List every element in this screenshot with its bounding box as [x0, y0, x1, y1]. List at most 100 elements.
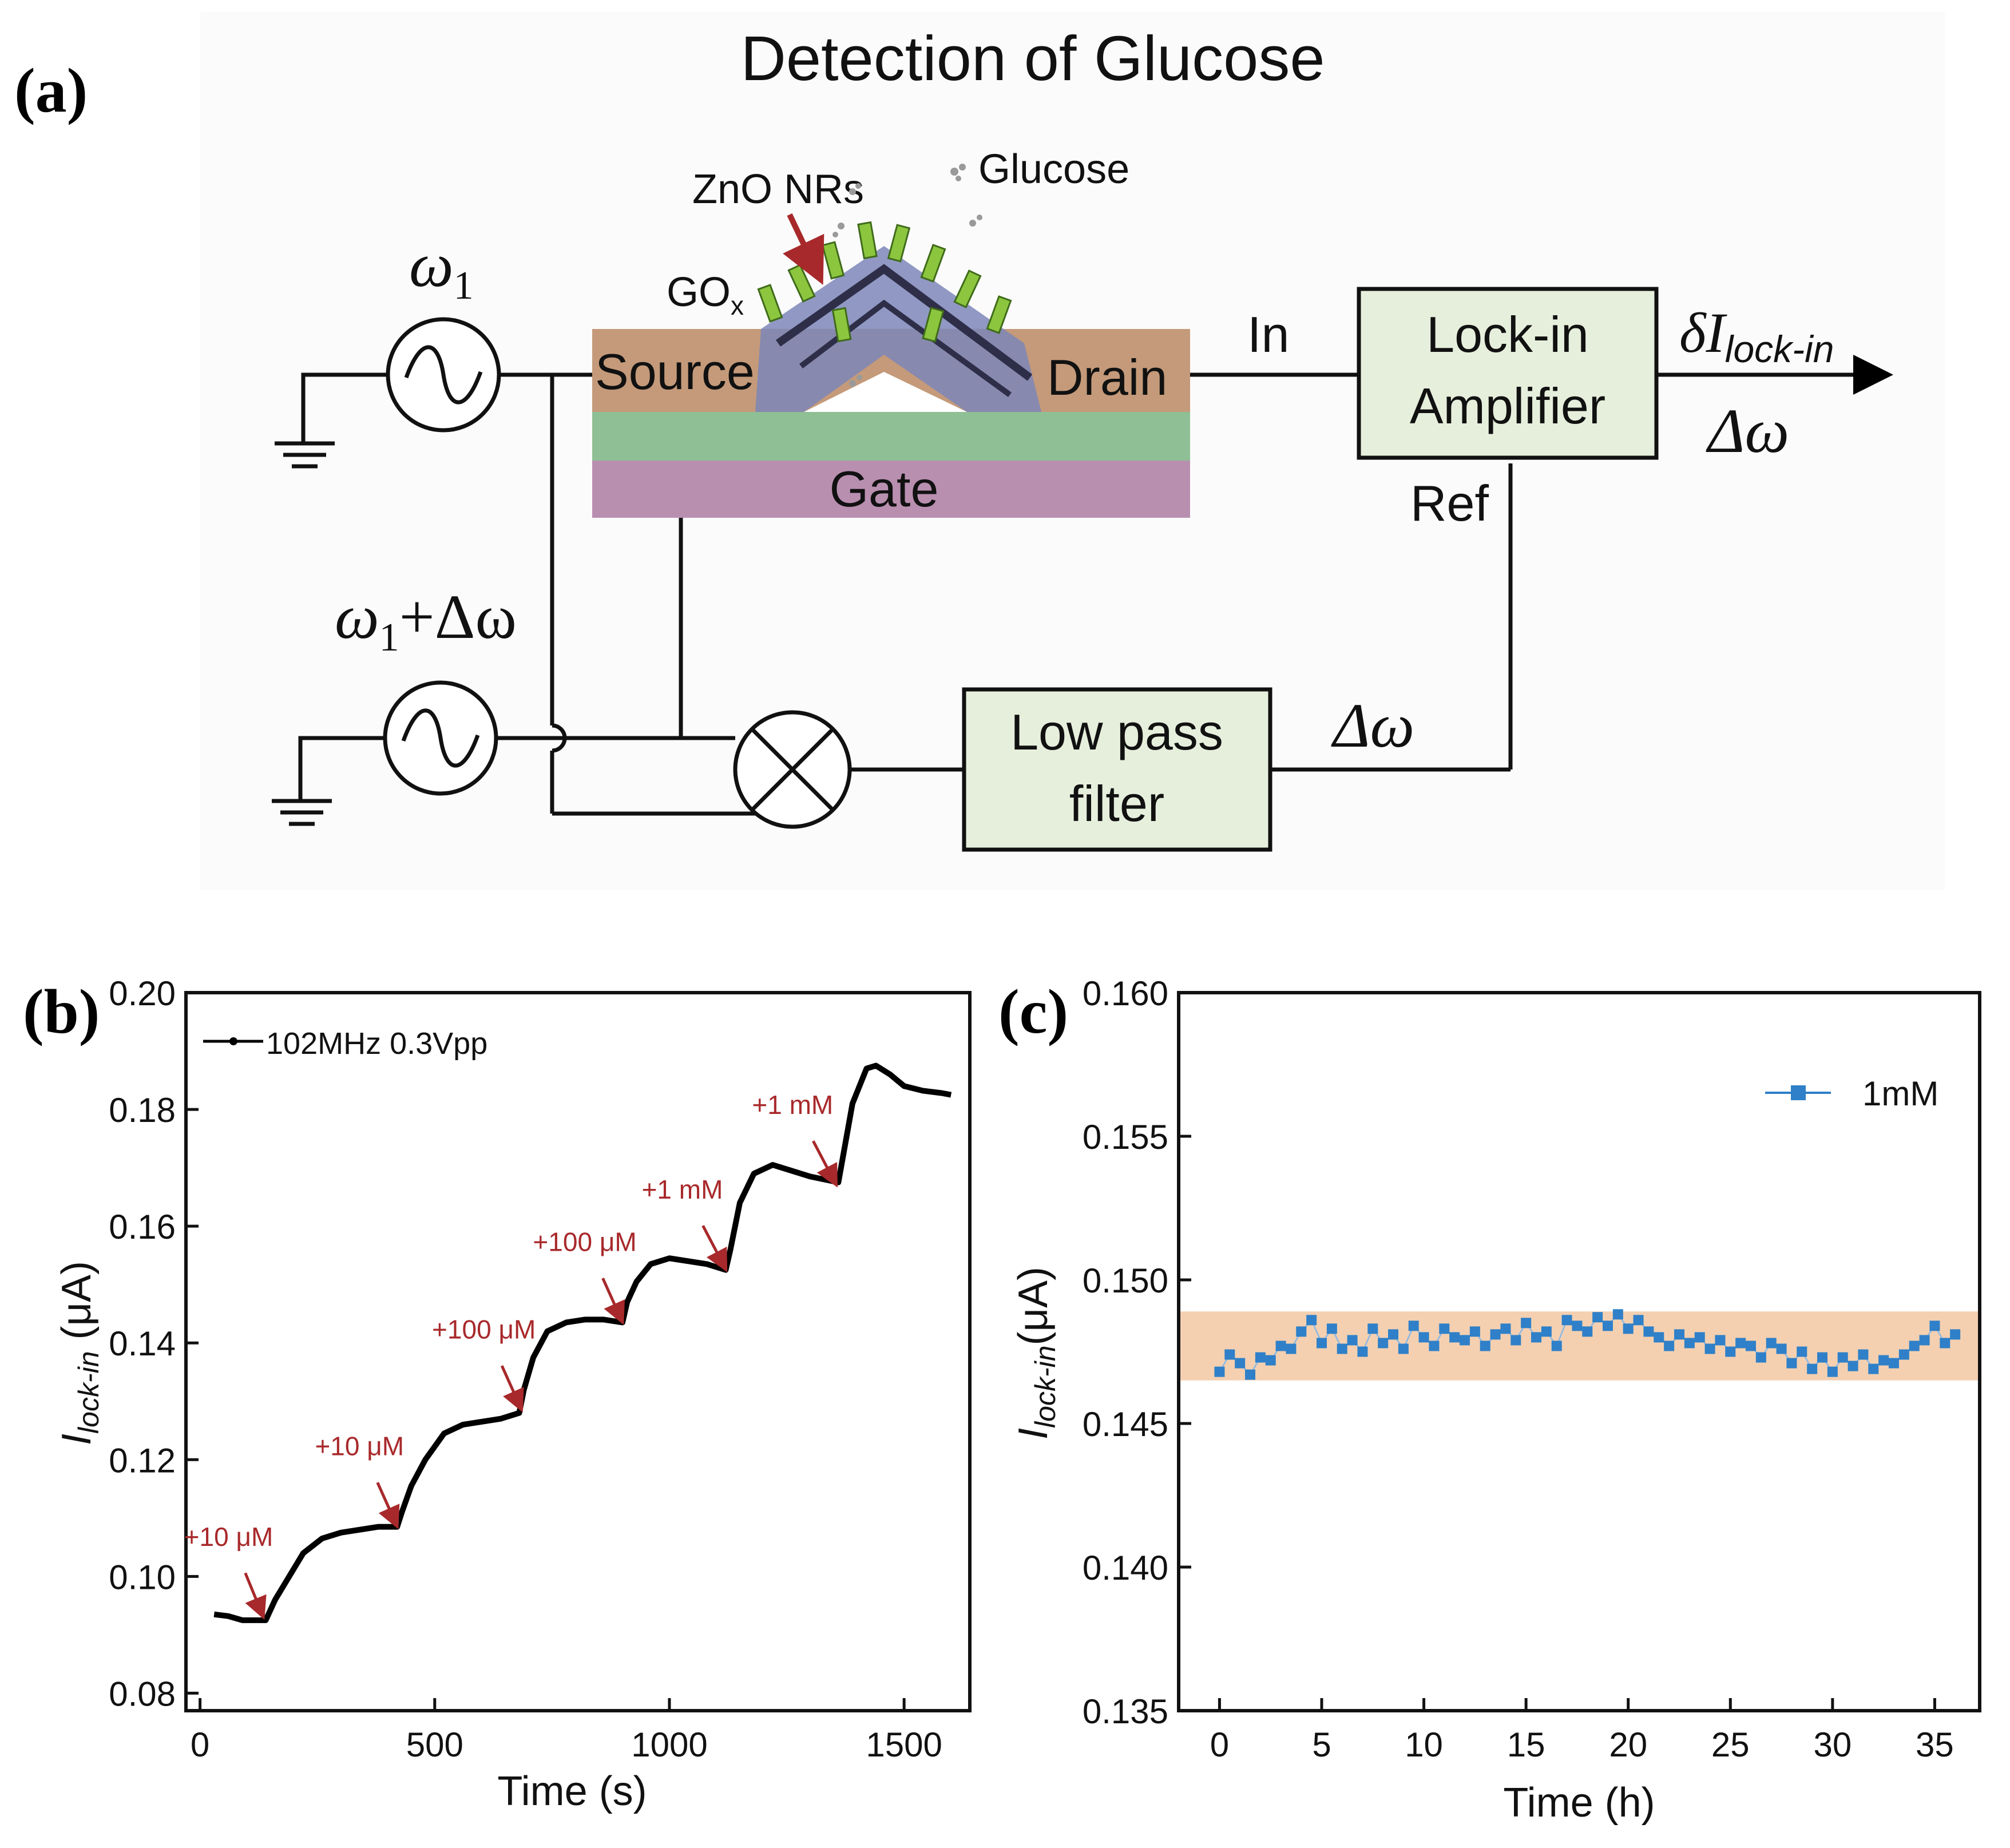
drain-label: Drain	[1047, 349, 1167, 406]
chart-c-y-tick-label: 0.135	[1083, 1692, 1168, 1731]
output-omega-label: Δω	[1706, 396, 1789, 466]
panel-a: (a) Detection of Glucose ω1 ω1+Δω	[14, 11, 1945, 890]
chart-c-data-point	[1889, 1358, 1899, 1369]
chart-b-y-tick-label: 0.08	[109, 1675, 176, 1713]
chart-b-x-tick-label: 0	[191, 1726, 209, 1764]
chart-c-data-point	[1347, 1335, 1358, 1346]
chart-c-data-point	[1582, 1326, 1593, 1337]
circuit-wires	[496, 355, 1893, 816]
chart-c-data-point	[1306, 1315, 1317, 1326]
chart-c-data-point	[1898, 1349, 1909, 1360]
chart-c-data-point	[1766, 1338, 1777, 1349]
chart-b-annotation-label: +100 μM	[432, 1315, 536, 1345]
chart-c-data-point	[1469, 1326, 1480, 1337]
chart-b-annotation-label: +1 mM	[752, 1090, 833, 1120]
chart-c-x-tick-label: 35	[1916, 1726, 1954, 1764]
chart-c-data-point	[1950, 1329, 1961, 1340]
chart-b-legend: 102MHz 0.3Vpp	[203, 1026, 487, 1061]
chart-c-data-point	[1326, 1323, 1337, 1334]
chart-b-x-tick-label: 1000	[631, 1726, 707, 1764]
chart-c-data-point	[1684, 1338, 1695, 1349]
chart-b-plot-area: +10 μM+10 μM+100 μM+100 μM+1 mM+1 mM	[184, 1062, 952, 1623]
chart-c-data-point	[1245, 1369, 1255, 1380]
chart-c-data-point	[1317, 1338, 1327, 1349]
chart-c-y-tick-label: 0.160	[1083, 974, 1168, 1013]
output-delta-label: δIlock-in	[1679, 301, 1834, 370]
chart-c-data-point	[1755, 1352, 1766, 1363]
chart-c-data-point	[1735, 1338, 1746, 1349]
filter-omega-label: Δω	[1331, 691, 1414, 760]
panel-b-label: (b)	[23, 977, 100, 1046]
chart-c-data-point	[1817, 1352, 1827, 1363]
chart-b-y-label: Ilock-in (μA)	[54, 1261, 105, 1445]
chart-b-y-tick-label: 0.18	[109, 1091, 176, 1129]
chart-c-data-point	[1511, 1335, 1521, 1346]
chart-b-annotation-arrow	[812, 1140, 838, 1188]
gate-label: Gate	[830, 461, 939, 517]
chart-b-series-line	[213, 1062, 952, 1623]
chart-b-y-tick-label: 0.12	[109, 1441, 176, 1480]
chart-c-data-point	[1654, 1332, 1664, 1343]
chart-c-y-label: Ilock-in(μA)	[1010, 1267, 1061, 1439]
chart-b-annotation-label: +10 μM	[184, 1522, 273, 1552]
chart-c-data-point	[1521, 1318, 1532, 1329]
chart-c-data-point	[1664, 1341, 1675, 1351]
chart-c-data-point	[1480, 1341, 1490, 1351]
chart-c-data-point	[1592, 1312, 1603, 1323]
chart-b-y-tick-label: 0.20	[109, 974, 176, 1013]
in-label: In	[1247, 306, 1289, 363]
lowpass-label-line2: filter	[1069, 775, 1164, 832]
chart-c-data-point	[1388, 1329, 1398, 1340]
chart-c-data-point	[1551, 1341, 1562, 1351]
chart-c-data-point	[1868, 1363, 1879, 1374]
chart-b-annotation-arrow	[500, 1365, 524, 1413]
omega2-label: ω1+Δω	[335, 582, 517, 660]
panel-c: (c) 0.135 0.140 0.145 0.150 0.155 0.160 0 5 10 1…	[998, 974, 1981, 1826]
chart-c-data-point	[1367, 1323, 1378, 1334]
chart-c-x-tick-label: 5	[1312, 1726, 1331, 1764]
chart-c-data-point	[1715, 1335, 1726, 1346]
chart-c-data-point	[1378, 1338, 1389, 1349]
chart-c-data-point	[1500, 1323, 1511, 1334]
chart-b-annotation-label: +1 mM	[642, 1175, 723, 1204]
chart-c-data-point	[1623, 1323, 1634, 1334]
chart-c-data-point	[1929, 1320, 1940, 1331]
chart-c-data-point	[1357, 1346, 1368, 1357]
chart-c-data-point	[1490, 1329, 1501, 1340]
source-label: Source	[595, 343, 755, 400]
chart-b-y-tick-label: 0.10	[109, 1558, 176, 1596]
lowpass-label-line1: Low pass	[1010, 704, 1223, 760]
ac-source-icon	[386, 317, 501, 433]
chart-c-y-axis: 0.135 0.140 0.145 0.150 0.155 0.160	[1083, 974, 1191, 1731]
lockin-label-line2: Amplifier	[1410, 378, 1605, 434]
chart-c-data-point	[1429, 1341, 1440, 1351]
chart-c-data-point	[1694, 1332, 1705, 1343]
chart-c-data-point	[1633, 1315, 1644, 1326]
chart-b-legend-label: 102MHz 0.3Vpp	[266, 1026, 487, 1061]
chart-c-data-point	[1746, 1341, 1756, 1351]
ground-icon	[275, 372, 389, 469]
chart-c-y-tick-label: 0.145	[1083, 1405, 1168, 1443]
chart-c-x-tick-label: 0	[1210, 1726, 1229, 1764]
ref-label: Ref	[1410, 475, 1489, 532]
chart-b-x-axis: 0 500 1000 1500	[191, 1698, 942, 1764]
chart-c-data-point	[1919, 1335, 1930, 1346]
chart-c-data-point	[1337, 1343, 1347, 1354]
chart-b-annotation-arrow	[244, 1572, 267, 1620]
chart-c-data-point	[1827, 1366, 1838, 1377]
chart-c-data-point	[1643, 1326, 1654, 1337]
chart-c-data-point	[1214, 1366, 1225, 1377]
chart-c-legend: 1mM	[1765, 1074, 1938, 1113]
chart-c-y-tick-label: 0.150	[1083, 1262, 1168, 1300]
chart-b-annotation-label: +100 μM	[533, 1227, 636, 1257]
ac-source-icon	[383, 680, 498, 796]
chart-c-legend-label: 1mM	[1862, 1074, 1938, 1113]
chart-b-annotation-arrow	[601, 1278, 625, 1325]
ground-icon	[272, 736, 386, 826]
chart-c-data-point	[1531, 1332, 1541, 1343]
lockin-label-line1: Lock-in	[1426, 306, 1589, 363]
chart-b-x-label: Time (s)	[497, 1768, 647, 1814]
chart-b-annotation-arrow	[701, 1225, 728, 1272]
chart-c-data-point	[1704, 1343, 1715, 1354]
chart-b-annotation-label: +10 μM	[315, 1431, 404, 1461]
